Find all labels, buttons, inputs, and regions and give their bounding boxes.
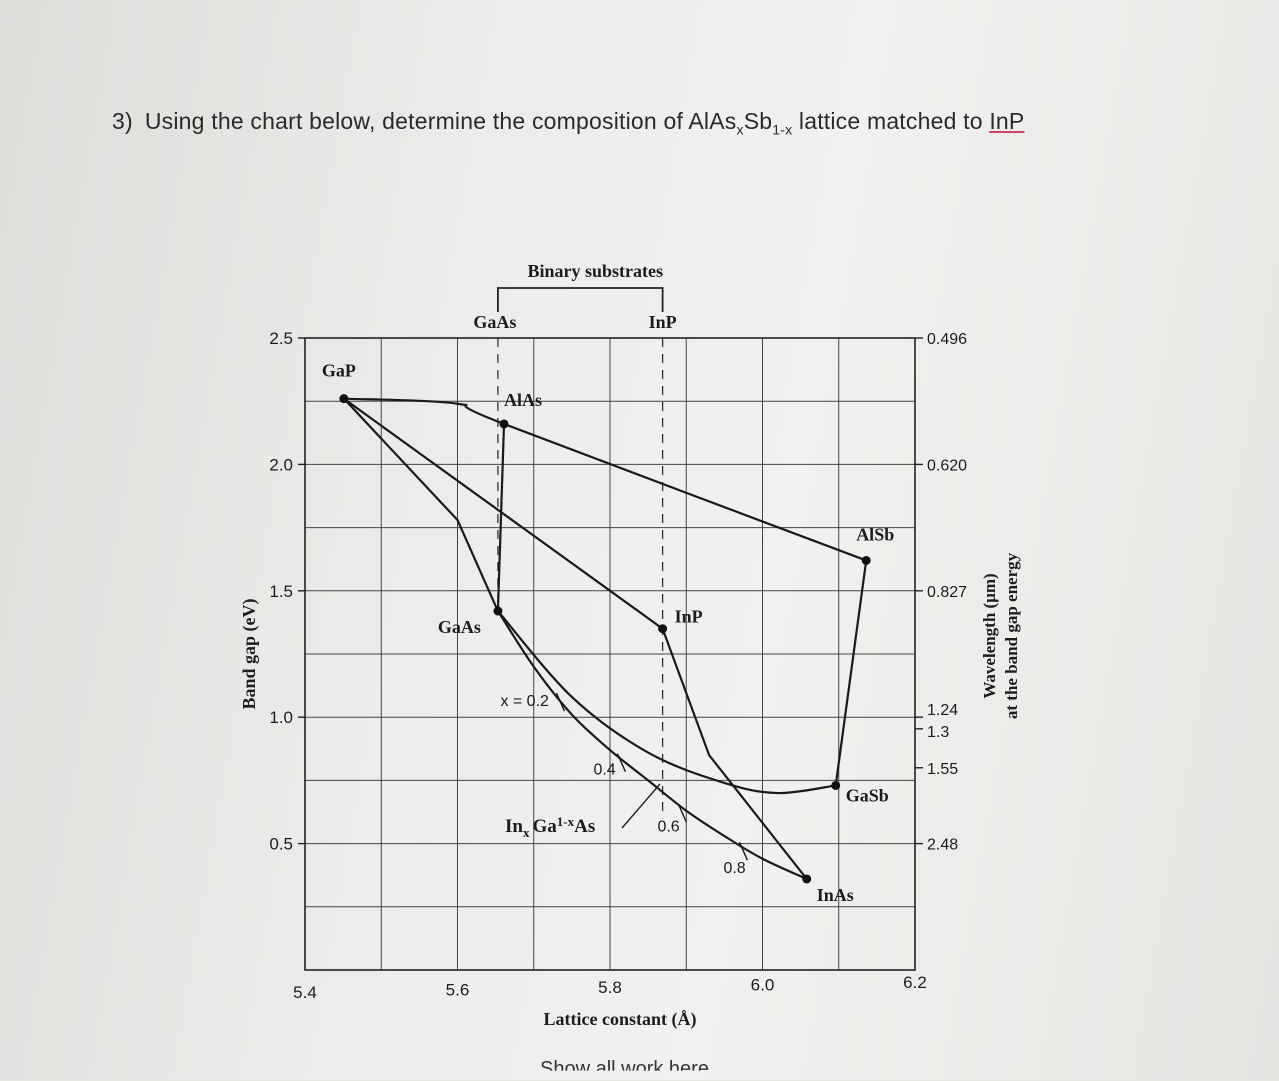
- plot-frame: [304, 337, 916, 971]
- series-label-sub-x: x: [523, 825, 530, 840]
- y2-tick-label: 1.55: [927, 761, 958, 778]
- composition-tick: [677, 803, 688, 823]
- y2-tick-label: 0.827: [927, 584, 967, 601]
- question-number: 3): [112, 108, 133, 134]
- label-gasb: GaSb: [846, 785, 889, 805]
- question-text-before: Using the chart below, determine the com…: [144, 108, 737, 134]
- question-text-after: lattice matched to: [792, 108, 990, 134]
- y2-tick-label: 0.620: [927, 457, 967, 474]
- series-label-in: In: [505, 816, 523, 837]
- point-gasb: [831, 780, 841, 790]
- series-label-sub-1x: 1-x: [557, 814, 575, 829]
- y-axis-label: Band gap (eV): [239, 598, 260, 709]
- alloy-curves: [343, 397, 868, 880]
- curve-alsb-gasb: [834, 560, 868, 786]
- label-gaas: GaAs: [438, 617, 481, 637]
- compound-points: [339, 394, 871, 884]
- composition-label: 0.8: [723, 860, 745, 877]
- point-alas: [499, 419, 509, 429]
- x-tick-label: 5.8: [598, 978, 622, 997]
- curve-gap-gaas: [343, 397, 499, 612]
- composition-tick: [616, 753, 627, 772]
- y-tick-label: 0.5: [269, 835, 293, 854]
- y2-tick-label: 1.24: [927, 702, 958, 719]
- y-tick-label: 1.5: [269, 582, 293, 601]
- label-gap: GaP: [322, 361, 356, 381]
- y-tick-label: 1.0: [269, 708, 293, 727]
- label-inas: InAs: [817, 885, 854, 905]
- composition-tick: [555, 692, 566, 712]
- y2-tick-label: 2.48: [927, 837, 958, 854]
- point-gap: [339, 394, 349, 404]
- y-tick-label: 2.0: [269, 455, 293, 474]
- x-tick-label: 6.2: [903, 973, 927, 992]
- series-label-ga: Ga: [532, 816, 557, 837]
- point-gaas: [493, 606, 503, 616]
- substrate-gaas-label: GaAs: [473, 312, 516, 332]
- y-tick-label: 2.5: [269, 329, 293, 348]
- y2-tick-labels: 0.496 0.620 0.827 1.24 1.3 1.55 2.48: [915, 331, 967, 854]
- composition-label: x = 0.2: [500, 693, 549, 710]
- x-axis-label: Lattice constant (Å): [544, 1009, 697, 1030]
- curve-gap-alas-alsb: [343, 397, 867, 562]
- curve-inp-inas: [661, 628, 808, 880]
- x-tick-label: 5.6: [446, 981, 470, 1000]
- point-alsb: [861, 555, 871, 565]
- question-sub-1x: 1-x: [772, 121, 793, 138]
- chart-grid: [305, 338, 915, 970]
- composition-label: 0.4: [593, 762, 615, 779]
- work-area-caption: Show all work here: [540, 1058, 709, 1080]
- curve-inxga1-xas: [496, 610, 808, 880]
- substrate-inp-label: InP: [649, 312, 677, 332]
- y2-tick-label: 0.496: [927, 331, 967, 348]
- composition-tick: [738, 841, 749, 861]
- question-target: InP: [989, 108, 1025, 134]
- curve-alas-gaas: [496, 423, 506, 612]
- ingaas-series-label: Inx Ga1-xAs: [505, 814, 595, 840]
- point-inp: [658, 624, 668, 634]
- binary-substrates-label: Binary substrates: [528, 261, 664, 281]
- question-sub-x: x: [736, 121, 744, 138]
- label-alsb: AlSb: [856, 524, 894, 544]
- curve-gap-inp: [343, 397, 664, 630]
- curve-gaas-gasb: [497, 610, 836, 795]
- label-alas: AlAs: [504, 390, 542, 410]
- question-text: 3) Using the chart below, determine the c…: [112, 108, 1024, 138]
- x-tick-labels: 5.4 5.6 5.8 6.0 6.2: [293, 973, 927, 1002]
- x-tick-label: 5.4: [293, 983, 317, 1002]
- question-sb: Sb: [743, 108, 773, 134]
- series-label-as: As: [574, 816, 595, 837]
- x-tick-label: 6.0: [751, 976, 775, 995]
- composition-ticks: x = 0.2 0.4 0.6 0.8: [500, 692, 749, 877]
- point-inas: [802, 874, 812, 884]
- series-label-pointer: [621, 783, 661, 829]
- label-inp: InP: [675, 607, 703, 627]
- binary-substrates-bracket: [497, 287, 664, 312]
- y2-tick-label: 1.3: [927, 724, 949, 741]
- y2-axis-label-line1: Wavelength (μm): [980, 573, 999, 698]
- composition-label: 0.6: [657, 818, 679, 835]
- y2-axis-label-line2: at the band gap energy: [1002, 552, 1021, 719]
- y-tick-labels: 0.5 1.0 1.5 2.0 2.5: [269, 329, 305, 854]
